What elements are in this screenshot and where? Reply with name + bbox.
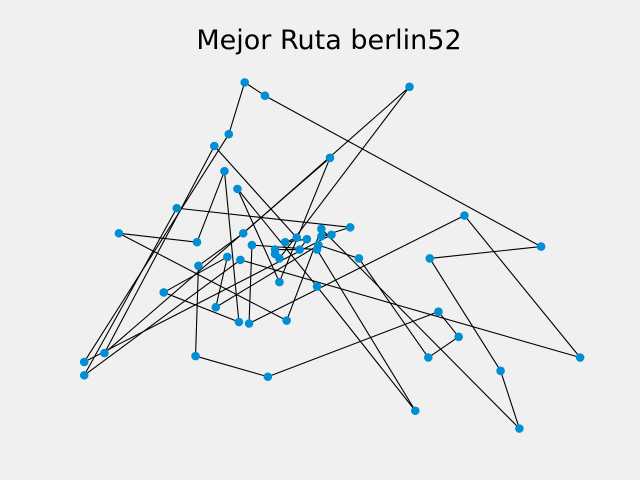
route-edge [316,248,416,412]
route-edge [176,207,351,228]
route-edge [278,157,331,283]
city-point [223,252,232,262]
city-point [460,211,469,220]
city-point [410,406,420,416]
city-point [405,82,414,92]
city-point [224,129,234,139]
route-edge [83,259,241,376]
city-point [302,234,312,244]
route-edge [118,232,198,243]
route-edge [429,257,502,372]
route-edge [429,246,542,259]
route-edge [236,188,280,283]
route-edge [194,265,199,357]
city-point [79,357,89,367]
city-point [270,245,280,254]
city-point [424,353,433,362]
city-point [425,254,435,263]
city-point [79,370,89,380]
route-edge [163,291,240,323]
route-edge [248,244,253,325]
route-edge [223,170,240,323]
city-point [238,228,248,238]
city-point [515,424,524,433]
city-point [210,141,219,151]
route-edge [196,170,226,243]
route-edge [320,226,351,237]
city-point [575,353,585,362]
city-point [244,319,254,328]
city-point [434,307,443,316]
city-point [234,317,244,327]
route-edges [83,81,581,430]
city-point [236,255,245,265]
city-point [100,348,109,358]
route-edge [500,370,520,430]
city-point [191,351,200,361]
city-point [317,224,326,234]
city-point [317,231,326,241]
city-point [233,184,242,194]
city-point [211,302,221,312]
city-point [325,153,335,163]
city-point [114,228,124,238]
city-point [312,282,322,291]
route-edge [316,285,416,412]
route-edge [103,145,215,354]
city-point [220,166,229,176]
city-point [295,245,304,254]
city-point [194,261,203,271]
route-edge [317,244,360,259]
city-point [354,254,364,263]
route-edge [264,95,542,248]
route-edge [236,188,318,288]
city-point [240,78,250,87]
city-point [496,366,505,376]
city-points [79,78,585,433]
route-edge [215,256,228,308]
route-edge [118,232,288,322]
route-edge [251,244,318,251]
route-edge [320,228,520,430]
route-edge [215,244,319,308]
city-point [536,242,546,251]
route-edge [228,81,246,135]
city-point [280,237,290,247]
city-point [312,245,322,254]
route-edge [103,157,331,354]
route-edge [248,214,466,325]
city-point [292,233,302,243]
city-point [192,237,202,247]
city-point [263,372,273,382]
route-edge [358,257,429,359]
route-edge [437,311,460,338]
city-point [275,277,284,287]
city-point [260,91,270,101]
city-point [282,316,291,325]
route-edge [427,336,460,359]
route-edge [239,259,581,359]
route-edge [267,311,439,378]
chart-title: Mejor Ruta berlin52 [196,25,461,56]
route-edge [213,145,298,239]
city-point [172,203,182,213]
city-point [247,240,257,250]
city-point [454,332,463,342]
route-edge [83,133,230,363]
city-point [327,230,336,240]
route-edge [83,207,178,376]
city-point [159,288,169,297]
city-point [345,223,355,232]
route-edge [194,355,269,378]
route-edge [463,214,581,359]
